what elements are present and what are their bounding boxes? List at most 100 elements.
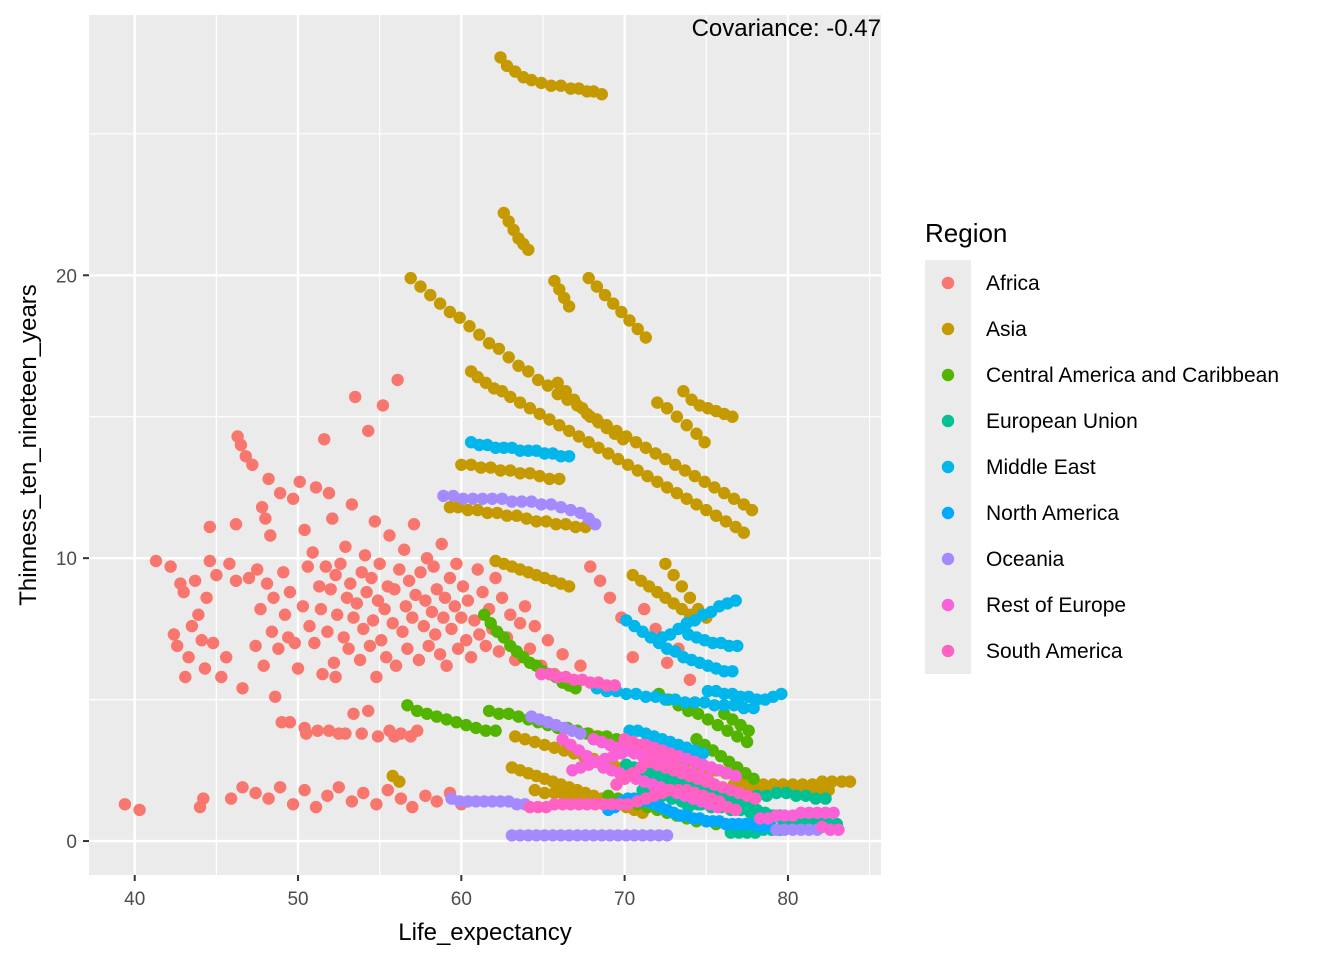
data-point [649, 447, 662, 460]
legend-swatch [941, 460, 955, 474]
data-point [260, 577, 274, 590]
data-point [562, 300, 576, 313]
data-point [309, 481, 323, 494]
data-point [520, 512, 533, 525]
grid-lines [89, 15, 881, 875]
data-point [639, 441, 652, 454]
data-point [639, 331, 652, 344]
data-point [680, 492, 693, 505]
y-tick-label: 20 [56, 266, 77, 287]
data-point [460, 718, 473, 732]
data-point [740, 735, 754, 749]
data-point [445, 622, 458, 636]
data-point [460, 634, 473, 647]
data-point [474, 461, 488, 474]
data-point [406, 800, 419, 814]
data-point [409, 588, 422, 602]
data-point [651, 396, 664, 409]
data-points [118, 51, 857, 842]
data-point [476, 585, 489, 599]
data-point [316, 667, 329, 681]
legend-label: South America [986, 640, 1123, 663]
data-point [522, 243, 535, 256]
data-point [394, 792, 408, 805]
data-point [559, 385, 572, 398]
data-point [355, 566, 368, 579]
data-point [326, 512, 339, 525]
data-point [313, 580, 326, 593]
data-point [340, 591, 354, 604]
data-point [229, 518, 243, 531]
data-point [198, 662, 212, 675]
data-point [422, 639, 435, 653]
data-point [389, 659, 403, 672]
data-point [603, 591, 617, 604]
data-point [401, 642, 414, 655]
data-point [548, 741, 561, 754]
legend-label: Middle East [986, 456, 1096, 479]
data-point [479, 639, 492, 653]
data-point [660, 481, 674, 494]
data-point [718, 699, 731, 712]
data-point [572, 430, 586, 443]
data-point [435, 537, 448, 551]
data-point [688, 696, 701, 709]
data-point [171, 639, 184, 653]
data-point [371, 594, 385, 607]
data-point [298, 523, 311, 537]
data-point [554, 501, 568, 514]
data-point [394, 727, 408, 740]
data-point [718, 486, 731, 500]
data-point [318, 433, 331, 446]
data-point [371, 730, 385, 743]
data-point [164, 560, 177, 573]
data-point [502, 707, 515, 720]
data-point [429, 628, 442, 641]
data-point [249, 786, 262, 800]
data-point [641, 469, 654, 483]
data-point [538, 786, 551, 800]
data-point [819, 792, 832, 805]
data-point [388, 583, 401, 596]
data-point [564, 503, 577, 517]
data-point [179, 670, 192, 684]
data-point [670, 410, 684, 423]
data-point [535, 498, 548, 511]
data-point [484, 617, 497, 630]
data-point [362, 704, 375, 718]
data-point [497, 631, 510, 644]
data-point [598, 288, 612, 302]
data-point [531, 373, 545, 387]
data-point [495, 591, 509, 604]
legend-swatch [941, 644, 955, 658]
data-point [273, 781, 287, 794]
data-point [799, 789, 813, 802]
data-point [293, 475, 306, 488]
legend: Region Africa Asia Central America and Car… [925, 218, 1279, 674]
legend-swatch [941, 598, 955, 612]
data-point [327, 656, 341, 669]
data-point [698, 696, 711, 709]
data-point [278, 608, 292, 621]
data-point [500, 509, 514, 522]
data-point [747, 772, 760, 785]
data-point [272, 642, 285, 655]
data-point [182, 651, 195, 664]
data-point [621, 798, 635, 811]
legend-label: Central America and Caribbean [986, 364, 1279, 387]
data-point [453, 311, 466, 324]
data-point [775, 687, 788, 701]
data-point [677, 385, 690, 398]
data-point [556, 648, 569, 661]
data-point [729, 594, 742, 607]
data-point [430, 795, 443, 808]
data-point [345, 498, 359, 511]
data-point [559, 518, 572, 531]
data-point [339, 727, 352, 740]
data-point [309, 800, 323, 814]
data-point [509, 730, 522, 743]
data-point [562, 424, 576, 438]
data-point [471, 503, 484, 517]
data-point [620, 687, 633, 701]
legend-swatch [941, 322, 955, 336]
